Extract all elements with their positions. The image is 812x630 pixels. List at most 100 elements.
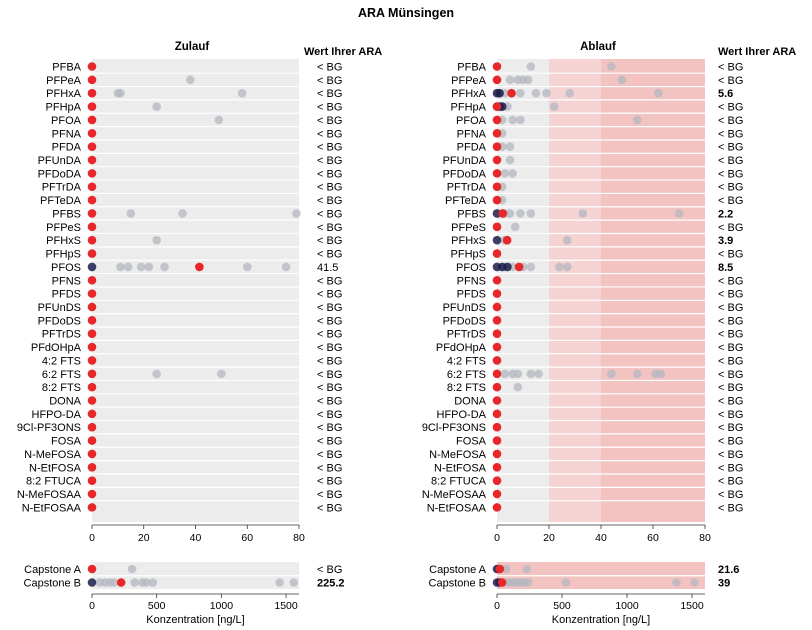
own-plant-point (87, 115, 97, 125)
own-plant-point (492, 222, 502, 232)
other-plant-point (523, 578, 533, 587)
own-plant-point (492, 316, 502, 325)
own-plant-point (87, 235, 97, 245)
substance-label: PFBS (52, 208, 81, 220)
substance-label: 9Cl-PF3ONS (422, 422, 486, 434)
other-plant-point (217, 369, 226, 379)
x-tick-label: 0 (89, 532, 95, 544)
other-plant-point (281, 262, 291, 272)
substance-label: 8:2 FTUCA (26, 476, 82, 488)
capstone-value-label: 225.2 (317, 578, 345, 590)
substance-label: FOSA (51, 436, 82, 448)
substance-label: 6:2 FTS (447, 369, 486, 381)
other-plant-point (505, 209, 515, 218)
value-label: < BG (718, 422, 743, 434)
substance-label: PFUnDA (443, 155, 487, 167)
other-plant-point (522, 564, 532, 574)
other-plant-point (526, 262, 536, 272)
substance-label: PFBA (457, 62, 486, 74)
other-plant-point (127, 564, 137, 574)
own-plant-point (87, 489, 97, 499)
substance-label: DONA (454, 396, 486, 408)
other-plant-point (526, 209, 536, 218)
other-plant-point (505, 75, 515, 85)
other-plant-point (126, 209, 136, 218)
value-label: < BG (718, 489, 743, 501)
value-label: < BG (718, 62, 743, 74)
value-label: 8.5 (718, 262, 733, 274)
other-plant-point-dark (87, 262, 97, 272)
own-plant-point (492, 275, 502, 285)
substance-label: 8:2 FTS (447, 382, 486, 394)
substance-label: N-EtFOSA (29, 462, 82, 474)
substance-label: PFTrDA (42, 182, 82, 194)
threshold-band-0 (549, 59, 601, 522)
other-plant-point (178, 209, 187, 218)
own-plant-point (87, 195, 97, 205)
substance-label: N-MeFOSAA (422, 489, 487, 501)
value-label: < BG (317, 275, 342, 287)
capstone-value-label: 39 (718, 578, 730, 590)
substance-label: PFHpS (451, 249, 486, 261)
own-plant-point (492, 369, 502, 379)
own-plant-point (492, 489, 502, 499)
value-label: < BG (718, 315, 743, 327)
other-plant-point (672, 578, 681, 587)
other-plant-point (656, 369, 666, 379)
x-tick-label: 1500 (680, 600, 704, 612)
other-plant-point (116, 262, 125, 272)
value-label: < BG (718, 182, 743, 194)
value-label: < BG (718, 102, 743, 114)
own-plant-point (87, 463, 97, 472)
other-plant-point (292, 209, 301, 218)
value-label: < BG (317, 102, 342, 114)
value-label: < BG (317, 502, 342, 514)
panel-title: Zulauf (175, 41, 210, 53)
value-column-header: Wert Ihrer ARA (718, 46, 796, 58)
own-plant-point (492, 396, 502, 405)
capstone-label: Capstone B (24, 578, 81, 590)
threshold-band-1 (601, 59, 705, 522)
own-plant-point (87, 155, 97, 165)
substance-label: FOSA (456, 436, 487, 448)
own-plant-point (495, 564, 505, 574)
value-label: < BG (317, 75, 342, 87)
x-tick-label: 40 (190, 532, 202, 544)
other-plant-point (633, 369, 642, 379)
value-label: < BG (317, 449, 342, 461)
own-plant-point (87, 75, 97, 85)
other-plant-point (136, 262, 146, 272)
substance-label: PFBS (457, 208, 486, 220)
own-plant-point (492, 329, 502, 339)
substance-label: PFTeDA (40, 195, 82, 207)
own-plant-point (492, 476, 502, 485)
own-plant-point (87, 342, 97, 352)
value-label: < BG (718, 502, 743, 514)
substance-label: N-MeFOSA (429, 449, 487, 461)
capstone-label: Capstone A (429, 564, 487, 576)
x-tick-label: 1500 (274, 600, 298, 612)
other-plant-point-dark (495, 88, 504, 98)
value-label: < BG (718, 222, 743, 234)
panels: Zulauf Wert Ihrer ARA 0 20 40 60 80 PFBA < BG PFP… (17, 41, 796, 626)
value-label: < BG (718, 168, 743, 180)
own-plant-point (492, 249, 502, 258)
other-plant-point (130, 578, 139, 587)
value-label: 3.9 (718, 235, 733, 247)
value-label: < BG (718, 142, 743, 154)
x-tick-label: 0 (494, 532, 500, 544)
value-label: < BG (718, 195, 743, 207)
value-label: < BG (718, 409, 743, 421)
x-tick-label: 500 (148, 600, 166, 612)
other-plant-point (242, 262, 252, 272)
x-tick-label: 60 (647, 532, 659, 544)
other-plant-point (510, 222, 520, 232)
own-plant-point (492, 436, 502, 445)
value-label: < BG (317, 382, 342, 394)
own-plant-point (87, 396, 97, 405)
own-plant-point (87, 289, 97, 298)
substance-label: N-MeFOSAA (17, 489, 82, 501)
substance-label: PFDS (457, 289, 486, 301)
own-plant-point (87, 409, 97, 419)
value-label: < BG (718, 396, 743, 408)
